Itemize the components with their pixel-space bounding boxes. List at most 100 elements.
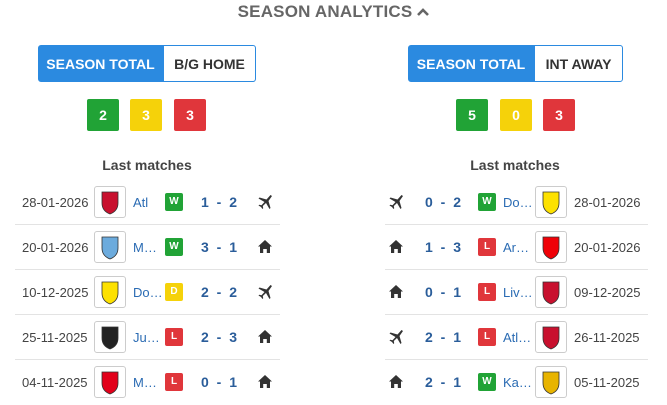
- team-logo: [94, 231, 126, 263]
- crest: [101, 371, 119, 395]
- match-date: 20-01-2026: [22, 240, 89, 255]
- home-icon: [258, 375, 272, 388]
- crest: [101, 326, 119, 350]
- result-badge: L: [478, 328, 496, 346]
- team-name: M…: [133, 375, 157, 390]
- team-name: Do…: [133, 285, 161, 300]
- header-title: SEASON ANALYTICS: [237, 2, 413, 21]
- crest: [542, 281, 560, 305]
- match-row: 0 - 1 L Liv… 09-12-2025: [385, 270, 648, 315]
- result-badge: W: [478, 193, 496, 211]
- team-logo: [94, 366, 126, 398]
- row-separator: [15, 314, 280, 315]
- plane-icon: [389, 195, 403, 209]
- match-row: 2 - 1 L Atl… 26-11-2025: [385, 315, 648, 360]
- result-badge: L: [165, 373, 183, 391]
- match-row: 1 - 3 L Ar… 20-01-2026: [385, 225, 648, 270]
- result-count: 3: [543, 99, 575, 131]
- result-count: 3: [174, 99, 206, 131]
- team-logo: [535, 231, 567, 263]
- match-score: 1 - 2: [200, 194, 237, 210]
- row-separator: [385, 269, 648, 270]
- match-row: 20-01-2026 M… W 3 - 1: [15, 225, 280, 270]
- team-name: Ju…: [133, 330, 160, 345]
- result-badge: W: [478, 373, 496, 391]
- crest: [542, 326, 560, 350]
- result-count: 2: [87, 99, 119, 131]
- list-title: Last matches: [102, 157, 192, 173]
- crest: [542, 191, 560, 215]
- team-name: Ar…: [503, 240, 529, 255]
- match-date: 09-12-2025: [574, 285, 641, 300]
- match-row: 10-12-2025 Do… D 2 - 2: [15, 270, 280, 315]
- result-badge: W: [165, 193, 183, 211]
- home-icon: [389, 240, 403, 253]
- plane-icon: [258, 285, 272, 299]
- match-date: 28-01-2026: [22, 195, 89, 210]
- team-logo: [94, 321, 126, 353]
- team-logo: [535, 276, 567, 308]
- team-name: Atl: [133, 195, 149, 210]
- home-icon: [258, 330, 272, 343]
- team-logo: [535, 186, 567, 218]
- row-separator: [15, 224, 280, 225]
- tab[interactable]: INT AWAY: [534, 45, 623, 82]
- match-date: 25-11-2025: [22, 330, 88, 345]
- row-separator: [385, 224, 648, 225]
- tab[interactable]: SEASON TOTAL: [408, 45, 534, 82]
- row-separator: [385, 359, 648, 360]
- home-icon: [389, 375, 403, 388]
- team-name: Ka…: [503, 375, 531, 390]
- team-name: M…: [133, 240, 157, 255]
- section-header[interactable]: SEASON ANALYTICS: [0, 2, 667, 22]
- match-row: 28-01-2026 Atl W 1 - 2: [15, 180, 280, 225]
- row-separator: [385, 314, 648, 315]
- match-date: 28-01-2026: [574, 195, 641, 210]
- match-score: 2 - 1: [424, 374, 461, 390]
- match-score: 3 - 1: [200, 239, 237, 255]
- crest: [542, 371, 560, 395]
- match-score: 2 - 2: [200, 284, 237, 300]
- match-date: 26-11-2025: [574, 330, 640, 345]
- result-badge: W: [165, 238, 183, 256]
- crest: [542, 236, 560, 260]
- result-badge: L: [478, 283, 496, 301]
- row-separator: [15, 359, 280, 360]
- match-score: 2 - 1: [424, 329, 461, 345]
- match-score: 0 - 1: [200, 374, 237, 390]
- result-count: 3: [130, 99, 162, 131]
- result-count: 0: [500, 99, 532, 131]
- match-date: 10-12-2025: [22, 285, 89, 300]
- plane-icon: [258, 195, 272, 209]
- crest: [101, 236, 119, 260]
- match-row: 25-11-2025 Ju… L 2 - 3: [15, 315, 280, 360]
- team-name: Atl…: [503, 330, 531, 345]
- crest: [101, 191, 119, 215]
- match-date: 05-11-2025: [574, 375, 640, 390]
- team-name: Liv…: [503, 285, 531, 300]
- result-count: 5: [456, 99, 488, 131]
- match-score: 0 - 2: [424, 194, 461, 210]
- match-date: 04-11-2025: [22, 375, 88, 390]
- home-icon: [389, 285, 403, 298]
- result-badge: L: [165, 328, 183, 346]
- row-separator: [15, 269, 280, 270]
- team-logo: [535, 321, 567, 353]
- list-title: Last matches: [470, 157, 560, 173]
- match-score: 0 - 1: [424, 284, 461, 300]
- tab[interactable]: SEASON TOTAL: [38, 45, 163, 82]
- team-name: Do…: [503, 195, 531, 210]
- match-row: 0 - 2 W Do… 28-01-2026: [385, 180, 648, 225]
- result-badge: L: [478, 238, 496, 256]
- team-logo: [94, 276, 126, 308]
- team-logo: [94, 186, 126, 218]
- tab[interactable]: B/G HOME: [163, 45, 256, 82]
- plane-icon: [389, 330, 403, 344]
- team-logo: [535, 366, 567, 398]
- result-badge: D: [165, 283, 183, 301]
- crest: [101, 281, 119, 305]
- match-date: 20-01-2026: [574, 240, 641, 255]
- match-score: 2 - 3: [200, 329, 237, 345]
- match-row: 2 - 1 W Ka… 05-11-2025: [385, 360, 648, 405]
